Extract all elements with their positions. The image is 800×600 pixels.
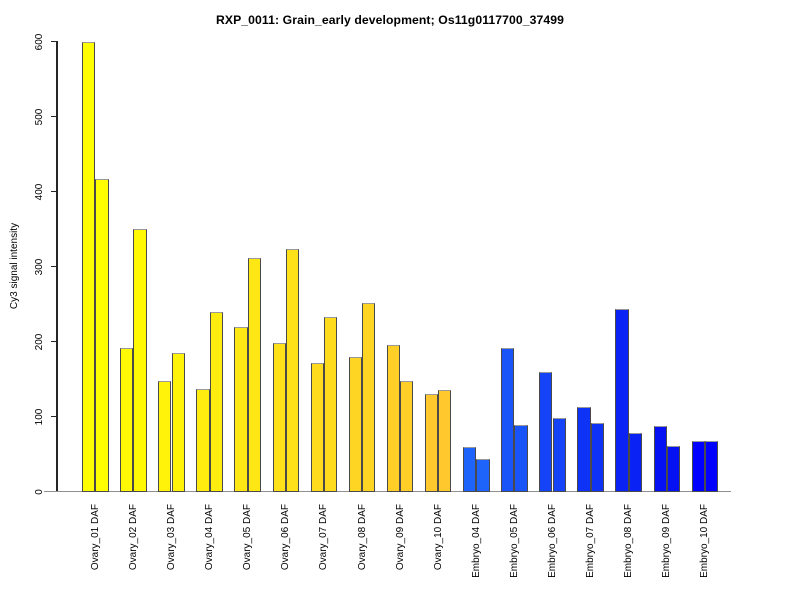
y-axis-tick bbox=[50, 115, 57, 118]
x-axis-category-label: Ovary_01 DAF bbox=[89, 504, 101, 571]
bar bbox=[158, 380, 172, 492]
bar bbox=[386, 344, 401, 492]
x-axis-category-label: Ovary_07 DAF bbox=[318, 504, 330, 571]
bar bbox=[476, 458, 490, 492]
bar bbox=[348, 356, 362, 492]
bar bbox=[310, 363, 324, 492]
y-tick-label: 200 bbox=[34, 333, 45, 350]
y-axis-tick bbox=[50, 265, 57, 268]
bar bbox=[285, 248, 300, 492]
x-axis-category-label: Embryo_09 DAF bbox=[661, 504, 673, 578]
x-axis-category-label: Ovary_09 DAF bbox=[394, 504, 406, 571]
y-tick-label: 500 bbox=[34, 108, 45, 125]
bar bbox=[171, 352, 185, 492]
bar bbox=[209, 311, 223, 492]
bar bbox=[615, 309, 629, 492]
y-tick-label: 600 bbox=[34, 33, 45, 50]
bar bbox=[362, 303, 376, 492]
y-tick-label: 300 bbox=[34, 258, 45, 275]
bar bbox=[704, 441, 719, 492]
y-axis-tick bbox=[50, 190, 57, 193]
bar bbox=[577, 406, 591, 492]
x-axis-category-label: Ovary_06 DAF bbox=[280, 504, 292, 571]
bar bbox=[196, 388, 210, 492]
bar bbox=[539, 371, 553, 492]
bar bbox=[691, 441, 705, 492]
bar bbox=[552, 418, 566, 492]
bar bbox=[234, 326, 248, 492]
bar bbox=[247, 257, 261, 492]
x-axis-category-label: Embryo_04 DAF bbox=[470, 504, 482, 578]
y-axis-line bbox=[56, 41, 58, 492]
chart-title: RXP_0011: Grain_early development; Os11g… bbox=[215, 13, 565, 27]
y-axis-tick bbox=[50, 415, 57, 418]
x-axis-category-label: Embryo_05 DAF bbox=[508, 504, 520, 578]
bar bbox=[120, 347, 134, 492]
x-axis-category-label: Embryo_07 DAF bbox=[585, 504, 597, 578]
y-tick-label: 400 bbox=[34, 183, 45, 200]
x-axis-category-label: Ovary_10 DAF bbox=[432, 504, 444, 571]
bar bbox=[666, 445, 681, 492]
bar bbox=[501, 347, 515, 492]
x-axis-category-label: Ovary_05 DAF bbox=[242, 504, 254, 571]
x-axis-baseline bbox=[44, 490, 731, 493]
x-axis-category-label: Embryo_10 DAF bbox=[699, 504, 711, 578]
bar bbox=[272, 343, 286, 492]
bar bbox=[628, 433, 642, 492]
bar bbox=[323, 316, 338, 492]
y-axis-tick bbox=[50, 340, 57, 343]
bar bbox=[463, 446, 477, 492]
bar bbox=[95, 178, 109, 492]
x-axis-category-label: Ovary_02 DAF bbox=[127, 504, 139, 571]
x-axis-category-label: Embryo_08 DAF bbox=[623, 504, 635, 578]
x-axis-category-label: Ovary_03 DAF bbox=[166, 504, 177, 571]
bar bbox=[653, 425, 667, 492]
x-axis-category-label: Ovary_08 DAF bbox=[356, 504, 368, 571]
y-tick-label: 100 bbox=[34, 408, 45, 425]
bar bbox=[400, 380, 414, 492]
y-axis-tick bbox=[50, 40, 57, 43]
bar bbox=[133, 229, 147, 492]
bar bbox=[424, 394, 439, 492]
bar bbox=[438, 390, 452, 492]
bar bbox=[82, 41, 96, 492]
bar bbox=[590, 422, 604, 492]
x-axis-category-label: Embryo_06 DAF bbox=[547, 504, 558, 578]
bar bbox=[514, 424, 528, 492]
x-axis-category-label: Ovary_04 DAF bbox=[204, 504, 216, 571]
